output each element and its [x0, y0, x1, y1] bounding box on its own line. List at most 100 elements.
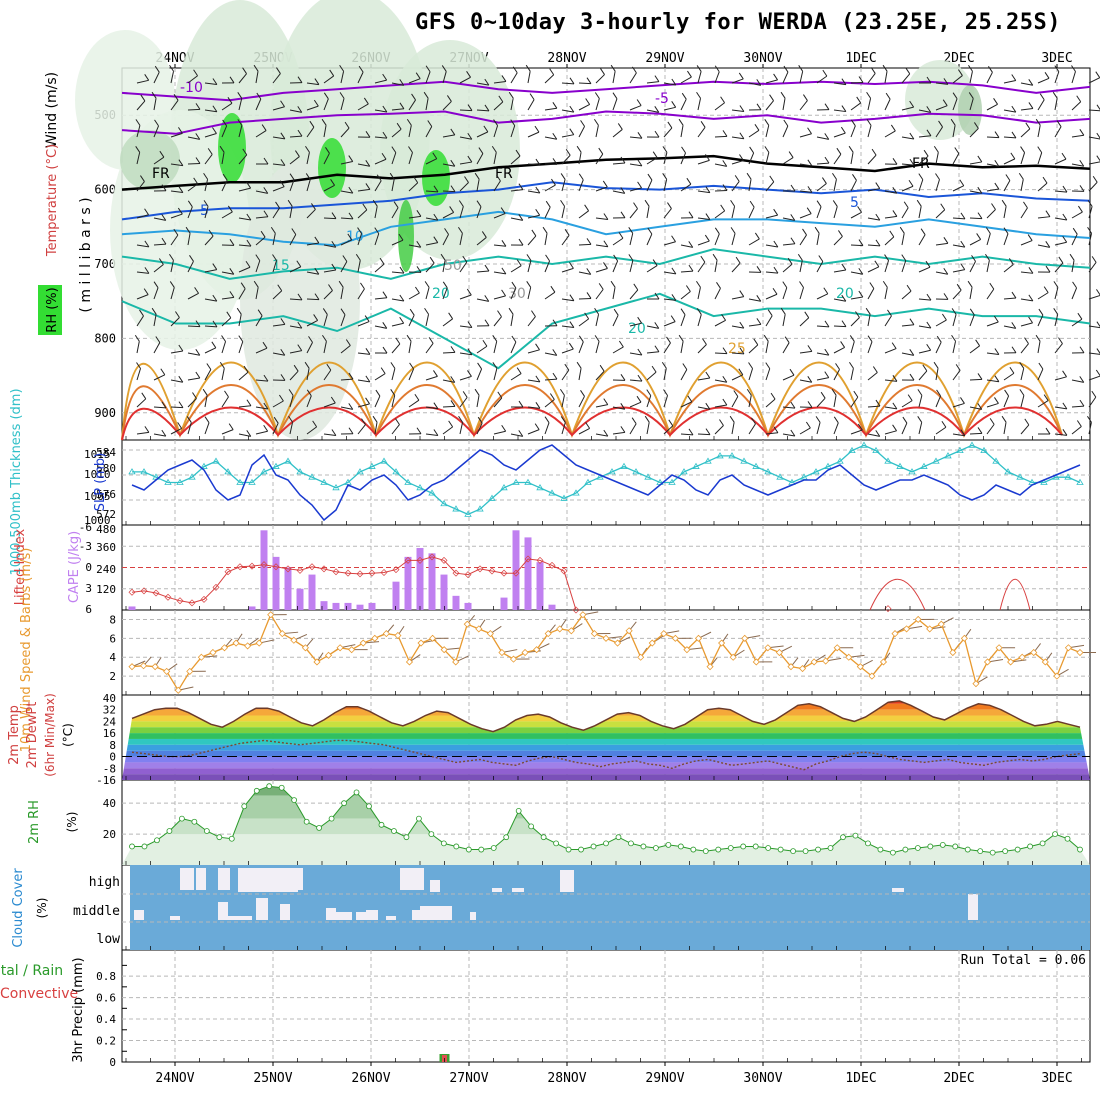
wind-barb — [1054, 217, 1067, 221]
wind-barb-flag — [850, 119, 856, 127]
wind-barb-flag — [1076, 420, 1082, 427]
wind-barb-flag — [331, 240, 337, 248]
wind-barb-flag — [466, 288, 472, 296]
wind-barb — [187, 75, 198, 84]
wind-barb — [714, 163, 727, 167]
wind-barb-flag — [926, 293, 932, 301]
lifted-index-arc — [869, 578, 926, 611]
wind-barb-flag — [348, 403, 354, 410]
wind-barb — [1088, 206, 1093, 219]
thickness-point — [1040, 478, 1048, 485]
wind-barb-flag — [1024, 418, 1030, 426]
wind-barb — [680, 314, 686, 327]
cloud-gap — [968, 894, 978, 920]
wind-barb — [663, 368, 667, 381]
isotherm-label: 20 — [628, 321, 646, 337]
wind-barb-flag — [594, 335, 600, 342]
wind-barb — [697, 71, 702, 84]
wind-barb — [1003, 264, 1014, 273]
temp-band — [122, 733, 1090, 739]
rh-point — [715, 846, 722, 853]
wind-barb-flag — [169, 64, 174, 72]
wind-barb — [527, 260, 532, 273]
wind-barb-flag — [975, 339, 981, 347]
thickness-tick: 576 — [96, 488, 116, 501]
thickness-point — [1004, 468, 1012, 475]
wind-barb — [476, 298, 489, 302]
wind-barb-flag — [474, 172, 480, 180]
wind-barb-flag — [749, 146, 755, 154]
wind-barb-flag — [756, 318, 762, 325]
wind-barb-flag — [790, 401, 796, 409]
wind-barb-flag — [754, 232, 760, 240]
lifted-index-point — [428, 553, 436, 561]
wind-barb — [323, 433, 336, 437]
wind-barb — [850, 429, 863, 435]
wind-barb-flag — [969, 308, 975, 316]
wind-barb — [561, 422, 566, 435]
wind-barb-flag — [603, 262, 608, 269]
thickness-point — [884, 457, 892, 464]
wind-speed-point — [232, 639, 240, 647]
wind-barb — [629, 260, 634, 273]
wind-barb — [1071, 405, 1085, 408]
rh-shading — [380, 40, 520, 260]
wind-barb-flag — [361, 418, 366, 425]
wind-barb — [969, 432, 983, 435]
wind-barb — [306, 298, 320, 301]
wind-barb-flag — [144, 426, 150, 433]
ylabel-temp-unit: (°C) — [61, 723, 75, 747]
wind-barb — [1020, 82, 1033, 86]
wind-speed-point — [267, 611, 275, 619]
wind-barb-flag — [207, 148, 213, 155]
wind-barb-flag — [866, 92, 872, 99]
wind-barb — [306, 105, 319, 111]
wind-barb — [935, 368, 939, 381]
wind-barb — [901, 260, 907, 273]
wind-barb — [136, 100, 146, 111]
rh-point — [615, 834, 622, 841]
wind-barb — [408, 341, 412, 354]
wind-barb-flag — [647, 227, 653, 235]
wind-barb-flag — [535, 158, 541, 166]
wind-barb — [374, 395, 381, 408]
lifted-index-point — [332, 568, 340, 576]
wind-barb — [153, 342, 161, 354]
wind-barb — [306, 342, 313, 354]
wind-barb — [663, 179, 668, 192]
wind-barb-flag — [355, 253, 361, 261]
wind-barb — [612, 260, 619, 273]
wind-barb-flag — [722, 184, 728, 191]
wind-barb — [969, 128, 979, 138]
wind-barb — [340, 406, 353, 410]
wind-barb — [1037, 341, 1041, 354]
rh-point — [228, 835, 235, 842]
wind-barb-flag — [610, 64, 616, 72]
date-label-bottom: 29NOV — [645, 1071, 684, 1086]
wind-barb-flag — [943, 293, 949, 300]
wind-barb-flag — [599, 364, 605, 372]
wind-barb-flag — [212, 263, 218, 270]
wind-barb-flag — [654, 322, 660, 329]
wind-barb-flag — [293, 364, 299, 372]
wind-barb-flag — [408, 146, 413, 153]
wind-barb — [1088, 233, 1093, 246]
wind-barb — [340, 161, 353, 165]
wind-barb-flag — [393, 201, 399, 208]
wind-barb-flag — [831, 388, 837, 396]
rh-point — [1064, 835, 1071, 842]
wind-barb — [136, 271, 149, 274]
wind-barb — [731, 262, 741, 273]
thickness-point — [992, 457, 1000, 464]
thickness-point — [452, 505, 460, 512]
wind-barb — [867, 372, 878, 381]
wind-barb-flag — [1038, 362, 1044, 370]
pressure-tick: 900 — [94, 406, 116, 420]
wind-barb-flag — [448, 420, 454, 428]
wind-barb-flag — [646, 389, 652, 396]
wind-barb — [799, 190, 812, 193]
wind-barb-flag — [272, 254, 277, 261]
wind-barb-flag — [1008, 258, 1014, 265]
rh-point — [603, 840, 609, 847]
lifted-index-point — [212, 583, 220, 591]
